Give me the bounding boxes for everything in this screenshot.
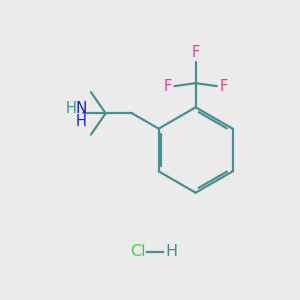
Text: H: H bbox=[65, 101, 76, 116]
Text: F: F bbox=[191, 46, 200, 61]
Text: H: H bbox=[166, 244, 178, 259]
Text: Cl: Cl bbox=[130, 244, 146, 259]
Text: F: F bbox=[164, 79, 172, 94]
Text: F: F bbox=[219, 79, 227, 94]
Text: N: N bbox=[76, 101, 87, 116]
Text: H: H bbox=[76, 114, 87, 129]
